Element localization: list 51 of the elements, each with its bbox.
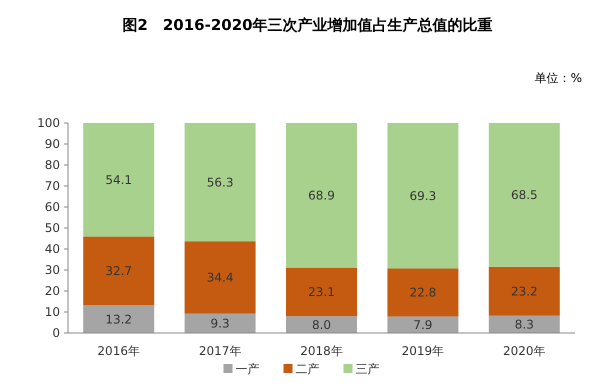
bar: [83, 305, 154, 333]
bar: [286, 123, 357, 268]
bar: [488, 316, 560, 333]
bar: [387, 123, 458, 269]
y-tick-label: 60: [44, 200, 60, 214]
y-tick-label: 40: [44, 242, 60, 256]
x-tick-label: 2016年: [97, 344, 140, 358]
data-label: 34.4: [206, 270, 234, 285]
x-tick-label: 2017年: [198, 344, 242, 358]
data-label: 69.3: [410, 188, 436, 203]
bar: [387, 268, 458, 316]
bar: [488, 266, 560, 316]
data-label: 8.3: [514, 317, 534, 332]
data-label: 22.8: [410, 286, 436, 300]
y-tick-label: 80: [44, 158, 60, 172]
bar: [83, 236, 154, 306]
data-label: 9.3: [210, 316, 230, 330]
data-label: 7.9: [413, 318, 432, 332]
y-tick-label: 20: [44, 284, 60, 298]
chart-title: 图2 2016-2020年三次产业增加值占生产总值的比重: [122, 16, 493, 34]
x-tick-label: 2018年: [300, 344, 343, 358]
bar: [488, 123, 560, 267]
data-label: 56.3: [206, 175, 234, 190]
bar: [184, 313, 256, 333]
x-tick-label: 2019年: [402, 344, 444, 358]
data-label: 68.5: [510, 188, 538, 202]
bar: [83, 123, 154, 237]
y-tick-label: 30: [44, 263, 60, 278]
bar: [286, 316, 357, 333]
x-tick-label: 2020年: [503, 344, 546, 358]
data-label: 68.9: [308, 188, 335, 203]
bar: [387, 316, 458, 333]
y-tick-label: 100: [37, 116, 60, 130]
text: 单位：%: [534, 71, 582, 85]
bar: [184, 241, 256, 314]
data-label: 23.2: [510, 284, 538, 298]
y-tick-label: 0: [52, 326, 60, 340]
data-label: 13.2: [105, 312, 132, 326]
y-tick-label: 90: [44, 137, 60, 152]
data-label: 54.1: [105, 173, 132, 188]
legend-label: 一产: [236, 362, 260, 376]
bar: [286, 268, 357, 316]
y-tick-label: 70: [44, 179, 60, 194]
bar: [184, 123, 256, 242]
data-label: 32.7: [105, 264, 132, 278]
data-label: 8.0: [312, 318, 332, 332]
legend-label: 三产: [356, 362, 380, 376]
y-tick-label: 10: [44, 305, 60, 320]
data-label: 23.1: [308, 285, 335, 300]
y-tick-label: 50: [44, 221, 60, 236]
legend-label: 二产: [296, 362, 320, 376]
